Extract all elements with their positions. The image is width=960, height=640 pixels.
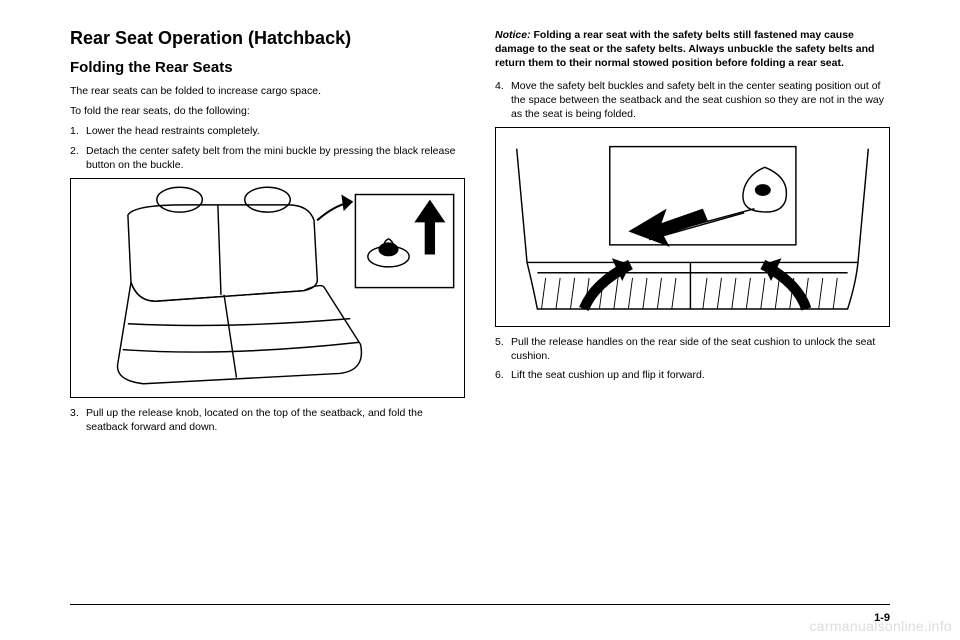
- intro-text-2: To fold the rear seats, do the following…: [70, 104, 465, 118]
- steps-list-right-1: Move the safety belt buckles and safety …: [495, 79, 890, 122]
- notice-paragraph: Notice: Folding a rear seat with the saf…: [495, 28, 890, 71]
- buckle-move-illustration: [496, 128, 889, 335]
- figure-buckle-move: [495, 127, 890, 327]
- steps-list-left-2: Pull up the release knob, located on the…: [70, 406, 465, 434]
- steps-list-right-2: Pull the release handles on the rear sid…: [495, 335, 890, 383]
- step-3: Pull up the release knob, located on the…: [70, 406, 465, 434]
- figure-seat-fold: [70, 178, 465, 398]
- step-1: Lower the head restraints completely.: [70, 124, 465, 138]
- intro-text-1: The rear seats can be folded to increase…: [70, 84, 465, 98]
- right-column: Notice: Folding a rear seat with the saf…: [495, 28, 890, 439]
- watermark-text: carmanualsonline.info: [810, 618, 953, 634]
- footer-rule: [70, 604, 890, 605]
- step-4: Move the safety belt buckles and safety …: [495, 79, 890, 122]
- notice-body: Folding a rear seat with the safety belt…: [495, 29, 874, 69]
- steps-list-left: Lower the head restraints completely. De…: [70, 124, 465, 172]
- step-2: Detach the center safety belt from the m…: [70, 144, 465, 172]
- step-5: Pull the release handles on the rear sid…: [495, 335, 890, 363]
- notice-label: Notice:: [495, 29, 531, 41]
- left-column: Rear Seat Operation (Hatchback) Folding …: [70, 28, 465, 439]
- section-subtitle: Folding the Rear Seats: [70, 59, 465, 76]
- step-6: Lift the seat cushion up and flip it for…: [495, 368, 890, 382]
- seat-fold-illustration: [71, 179, 464, 407]
- page-title: Rear Seat Operation (Hatchback): [70, 28, 465, 49]
